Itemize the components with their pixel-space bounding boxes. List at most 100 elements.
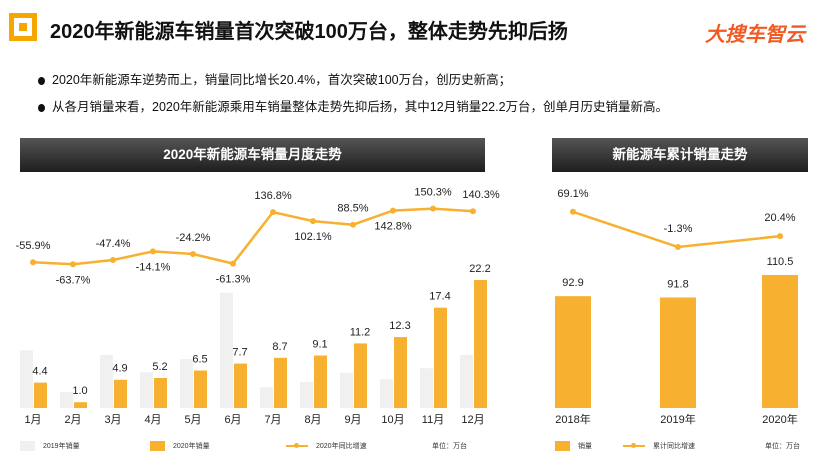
brand-logo: 大搜车智云 [705,24,805,46]
bar-2019 [220,292,233,408]
bar-2019 [20,350,33,408]
legend-label: 2020年销量 [173,443,210,450]
bar-2019 [300,382,313,408]
growth-label: -47.4% [96,238,131,250]
growth-label: -55.9% [16,240,51,252]
cum-growth-label: 20.4% [764,212,795,224]
legend-line-icon [623,443,645,448]
growth-label: 102.1% [294,231,332,243]
x-tick-label: 12月 [461,414,484,426]
growth-label: 150.3% [414,187,452,199]
monthly-chart-title: 2020年新能源车销量月度走势 [20,138,485,172]
legend-growth: 2020年同比增速 [286,441,367,451]
cum-growth-label: 69.1% [557,188,588,200]
bar-sales [762,275,798,408]
x-tick-label: 8月 [304,414,321,426]
bar-value-label: 7.7 [232,347,247,359]
bar-value-label: 110.5 [767,256,794,268]
bar-2020 [114,379,127,408]
growth-point [430,205,436,212]
x-tick-label: 4月 [144,414,161,426]
legend-line-icon [286,443,308,448]
x-tick-label: 2019年 [660,412,695,426]
legend-label: 累计同比增速 [653,443,695,450]
x-tick-label: 11月 [422,414,444,426]
bar-2020 [194,370,207,408]
cumulative-chart-title: 新能源车累计销量走势 [552,138,808,172]
bullet-item: 2020年新能源车逆势而上，销量同比增长20.4%，首次突破100万台，创历史新… [36,67,668,94]
growth-label: -63.7% [56,274,91,286]
x-tick-label: 6月 [224,414,241,426]
growth-label: 142.8% [374,221,412,233]
bar-value-label: 6.5 [192,354,207,366]
bar-value-label: 92.9 [562,277,583,289]
growth-point [110,257,116,264]
growth-label: 136.8% [254,190,292,202]
bar-2020 [474,280,487,408]
bar-value-label: 12.3 [389,320,410,332]
legend-swatch [150,441,165,451]
growth-point [70,261,76,268]
bar-2020 [34,382,47,408]
growth-point [470,208,476,215]
cum-growth-point [675,244,681,250]
bar-2020 [314,355,327,408]
bar-value-label: 9.1 [312,339,327,351]
bar-2019 [180,358,193,408]
growth-line [32,207,474,266]
bar-2020 [354,343,367,408]
growth-label: -61.3% [216,274,251,286]
cum-growth-point [777,233,783,240]
bar-2019 [420,368,433,408]
x-tick-label: 10月 [381,414,404,426]
x-tick-label: 9月 [344,414,361,426]
growth-point [310,218,316,225]
legend-label: 2020年同比增速 [316,443,367,450]
cum-growth-label: -1.3% [664,223,693,235]
bar-2019 [340,372,353,408]
x-tick-label: 2020年 [762,412,797,426]
growth-label: 140.3% [462,189,500,201]
bar-2019 [260,387,273,408]
growth-point [270,209,276,216]
bar-2019 [380,379,393,408]
legend-2019: 2019年销量 [20,441,80,451]
growth-label: 88.5% [337,203,368,215]
growth-point [190,250,196,257]
x-tick-label: 1月 [24,414,41,426]
bar-sales [555,296,591,408]
bar-2020 [74,402,87,408]
bar-sales [660,297,696,408]
bar-value-label: 5.2 [152,361,167,373]
legend-label: 2019年销量 [43,443,80,450]
growth-point [150,248,156,255]
growth-point [30,259,36,266]
bar-2020 [394,337,407,408]
growth-label: -14.1% [136,261,171,273]
bar-value-label: 4.4 [32,366,47,378]
legend-sales: 销量 [555,441,592,451]
growth-point [230,260,236,267]
bar-value-label: 8.7 [272,341,287,353]
bar-value-label: 17.4 [429,291,450,303]
logo-mark-icon [9,13,37,41]
unit-label: 单位：万台 [432,443,467,450]
bar-value-label: 91.8 [667,279,688,291]
bar-2020 [434,307,447,408]
growth-point [350,221,356,228]
growth-point [390,207,396,214]
bar-value-label: 1.0 [72,385,87,397]
legend-2020: 2020年销量 [150,441,210,451]
bar-2020 [234,363,247,408]
bar-2019 [140,372,153,408]
bullet-item: 从各月销量来看，2020年新能源乘用车销量整体走势先抑后扬，其中12月销量22.… [36,94,668,121]
legend-cum-growth: 累计同比增速 [623,441,695,451]
bar-value-label: 22.2 [469,263,490,275]
bar-value-label: 4.9 [112,363,127,375]
cum-growth-point [570,208,576,215]
legend-swatch [20,441,35,451]
x-tick-label: 7月 [264,414,281,426]
bar-2019 [460,354,473,408]
summary-bullets: 2020年新能源车逆势而上，销量同比增长20.4%，首次突破100万台，创历史新… [36,67,668,121]
x-tick-label: 2018年 [555,412,590,426]
